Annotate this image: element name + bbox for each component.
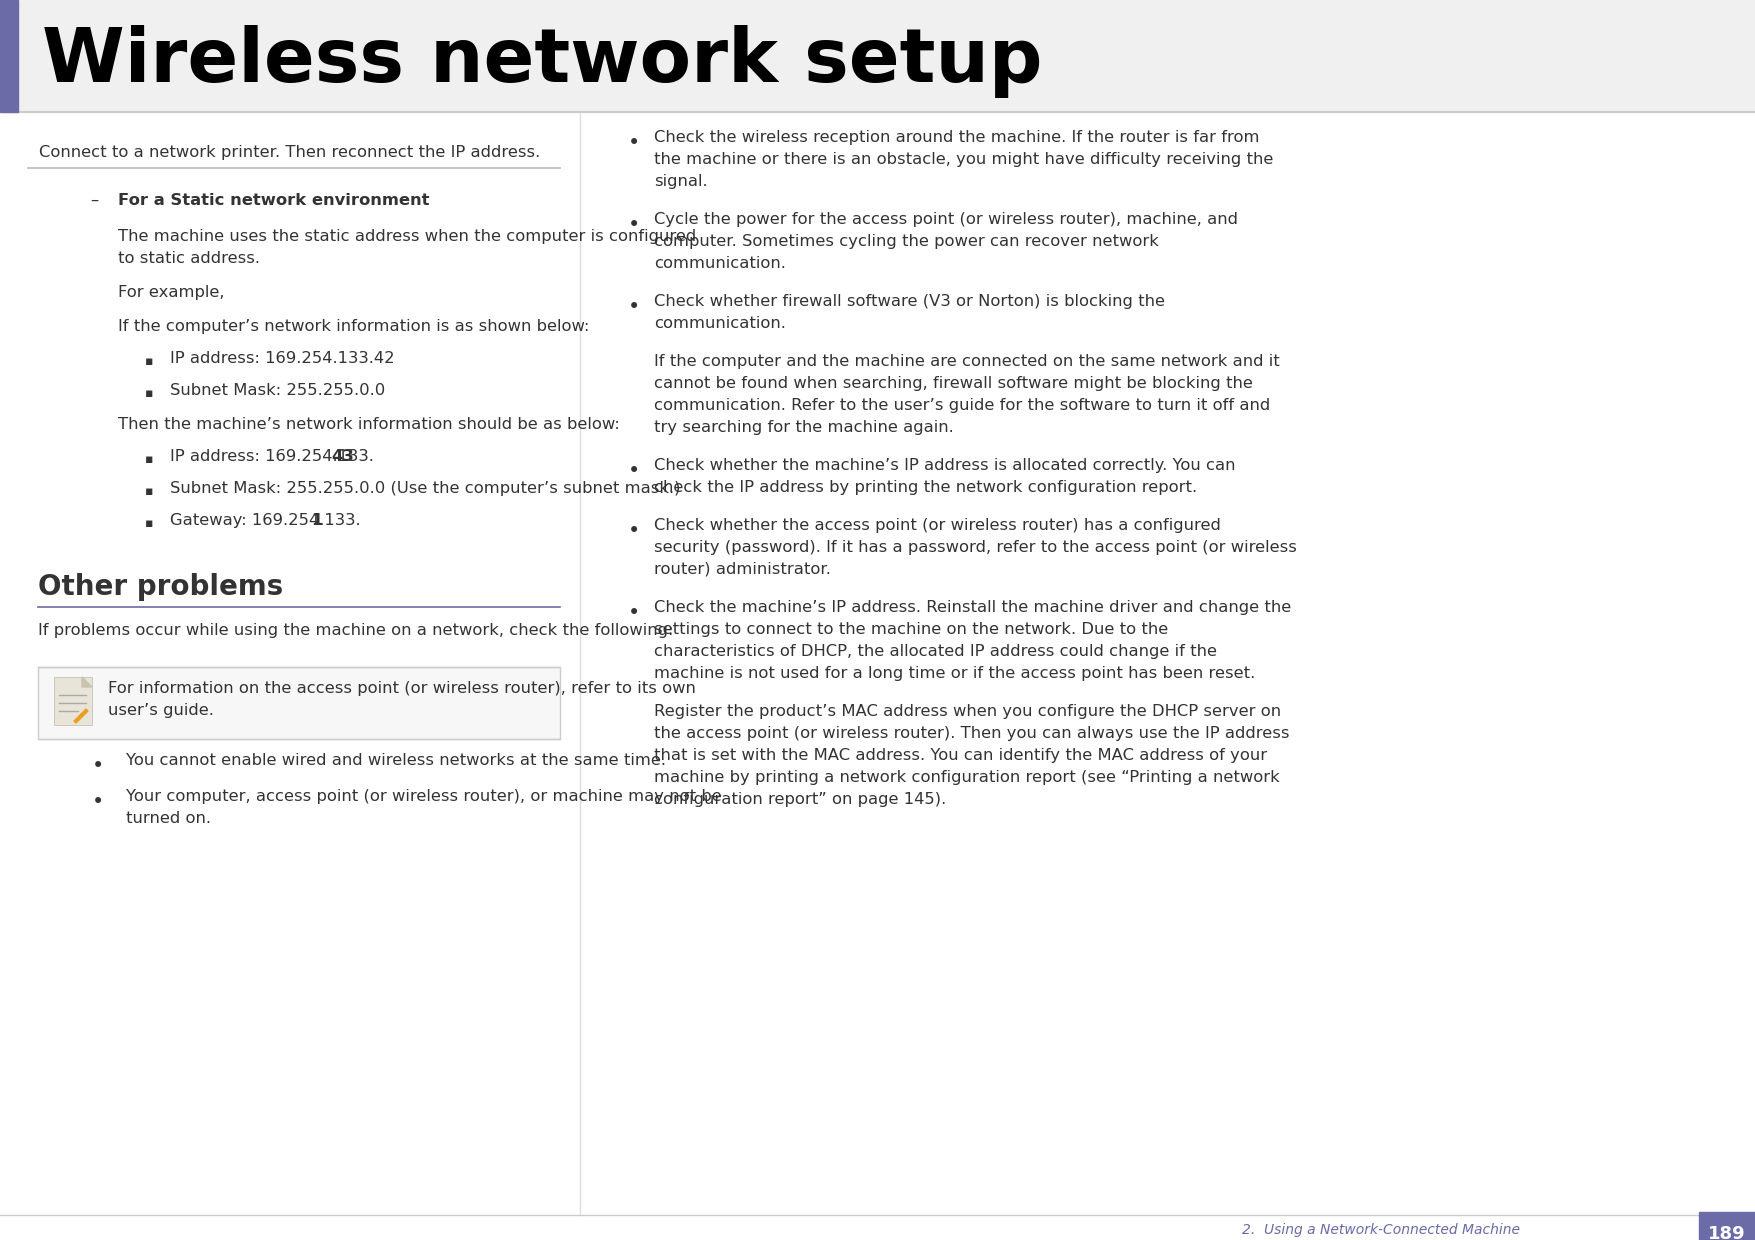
Bar: [0, 0, 1755, 112]
Text: computer. Sometimes cycling the power can recover network: computer. Sometimes cycling the power ca…: [655, 234, 1158, 249]
Text: Your computer, access point (or wireless router), or machine may not be: Your computer, access point (or wireless…: [126, 789, 721, 804]
Text: that is set with the MAC address. You can identify the MAC address of your: that is set with the MAC address. You ca…: [655, 748, 1267, 763]
Text: The machine uses the static address when the computer is configured: The machine uses the static address when…: [118, 229, 697, 244]
Text: ▪: ▪: [146, 453, 153, 466]
Text: characteristics of DHCP, the allocated IP address could change if the: characteristics of DHCP, the allocated I…: [655, 644, 1216, 658]
Text: •: •: [91, 756, 104, 776]
Text: check the IP address by printing the network configuration report.: check the IP address by printing the net…: [655, 480, 1197, 495]
Text: machine by printing a network configuration report (see “Printing a network: machine by printing a network configurat…: [655, 770, 1279, 785]
Text: •: •: [628, 521, 641, 541]
Text: Other problems: Other problems: [39, 573, 283, 601]
Text: router) administrator.: router) administrator.: [655, 562, 830, 577]
Text: communication.: communication.: [655, 316, 786, 331]
Text: 1: 1: [311, 513, 323, 528]
Text: •: •: [628, 215, 641, 236]
Text: •: •: [628, 461, 641, 481]
Text: turned on.: turned on.: [126, 811, 211, 826]
Text: If the computer’s network information is as shown below:: If the computer’s network information is…: [118, 319, 590, 334]
Text: For a Static network environment: For a Static network environment: [118, 193, 430, 208]
Text: Check the wireless reception around the machine. If the router is far from: Check the wireless reception around the …: [655, 130, 1260, 145]
Text: •: •: [628, 133, 641, 153]
FancyBboxPatch shape: [39, 667, 560, 739]
Text: Check whether firewall software (V3 or Norton) is blocking the: Check whether firewall software (V3 or N…: [655, 294, 1165, 309]
Text: try searching for the machine again.: try searching for the machine again.: [655, 420, 953, 435]
Text: configuration report” on page 145).: configuration report” on page 145).: [655, 792, 946, 807]
Text: Check the machine’s IP address. Reinstall the machine driver and change the: Check the machine’s IP address. Reinstal…: [655, 600, 1292, 615]
Text: settings to connect to the machine on the network. Due to the: settings to connect to the machine on th…: [655, 622, 1169, 637]
Text: 189: 189: [1708, 1225, 1746, 1240]
Text: the machine or there is an obstacle, you might have difficulty receiving the: the machine or there is an obstacle, you…: [655, 153, 1274, 167]
Text: •: •: [91, 792, 104, 812]
Text: IP address: 169.254.133.42: IP address: 169.254.133.42: [170, 351, 395, 366]
Bar: [0, 0, 18, 112]
Text: Register the product’s MAC address when you configure the DHCP server on: Register the product’s MAC address when …: [655, 704, 1281, 719]
Text: user’s guide.: user’s guide.: [109, 703, 214, 718]
Text: Connect to a network printer. Then reconnect the IP address.: Connect to a network printer. Then recon…: [39, 145, 541, 160]
Text: Check whether the machine’s IP address is allocated correctly. You can: Check whether the machine’s IP address i…: [655, 458, 1236, 472]
Text: Then the machine’s network information should be as below:: Then the machine’s network information s…: [118, 417, 620, 432]
Text: ▪: ▪: [146, 517, 153, 529]
Text: For information on the access point (or wireless router), refer to its own: For information on the access point (or …: [109, 681, 697, 696]
Text: the access point (or wireless router). Then you can always use the IP address: the access point (or wireless router). T…: [655, 725, 1290, 742]
Text: IP address: 169.254.133.: IP address: 169.254.133.: [170, 449, 374, 464]
Text: •: •: [628, 298, 641, 317]
Text: For example,: For example,: [118, 285, 225, 300]
Text: 2.  Using a Network-Connected Machine: 2. Using a Network-Connected Machine: [1243, 1223, 1520, 1238]
Text: communication. Refer to the user’s guide for the software to turn it off and: communication. Refer to the user’s guide…: [655, 398, 1271, 413]
Text: •: •: [628, 603, 641, 622]
Text: machine is not used for a long time or if the access point has been reset.: machine is not used for a long time or i…: [655, 666, 1255, 681]
Text: ▪: ▪: [146, 387, 153, 401]
Text: If problems occur while using the machine on a network, check the following:: If problems occur while using the machin…: [39, 622, 674, 639]
Polygon shape: [82, 677, 91, 687]
Text: signal.: signal.: [655, 174, 707, 188]
Text: –: –: [90, 193, 98, 208]
Text: If the computer and the machine are connected on the same network and it: If the computer and the machine are conn…: [655, 353, 1279, 370]
Text: Subnet Mask: 255.255.0.0 (Use the computer’s subnet mask.): Subnet Mask: 255.255.0.0 (Use the comput…: [170, 481, 681, 496]
Bar: [54, 677, 91, 725]
Text: cannot be found when searching, firewall software might be blocking the: cannot be found when searching, firewall…: [655, 376, 1253, 391]
Polygon shape: [74, 709, 88, 723]
Text: Wireless network setup: Wireless network setup: [42, 25, 1042, 98]
Bar: [1699, 1211, 1755, 1240]
Text: communication.: communication.: [655, 255, 786, 272]
Text: You cannot enable wired and wireless networks at the same time.: You cannot enable wired and wireless net…: [126, 753, 665, 768]
Text: 43: 43: [332, 449, 355, 464]
Text: to static address.: to static address.: [118, 250, 260, 267]
Text: Gateway: 169.254.133.: Gateway: 169.254.133.: [170, 513, 360, 528]
Text: ▪: ▪: [146, 355, 153, 368]
Text: security (password). If it has a password, refer to the access point (or wireles: security (password). If it has a passwor…: [655, 539, 1297, 556]
Text: Subnet Mask: 255.255.0.0: Subnet Mask: 255.255.0.0: [170, 383, 386, 398]
Text: ▪: ▪: [146, 485, 153, 498]
Text: Cycle the power for the access point (or wireless router), machine, and: Cycle the power for the access point (or…: [655, 212, 1237, 227]
Text: Check whether the access point (or wireless router) has a configured: Check whether the access point (or wirel…: [655, 518, 1221, 533]
